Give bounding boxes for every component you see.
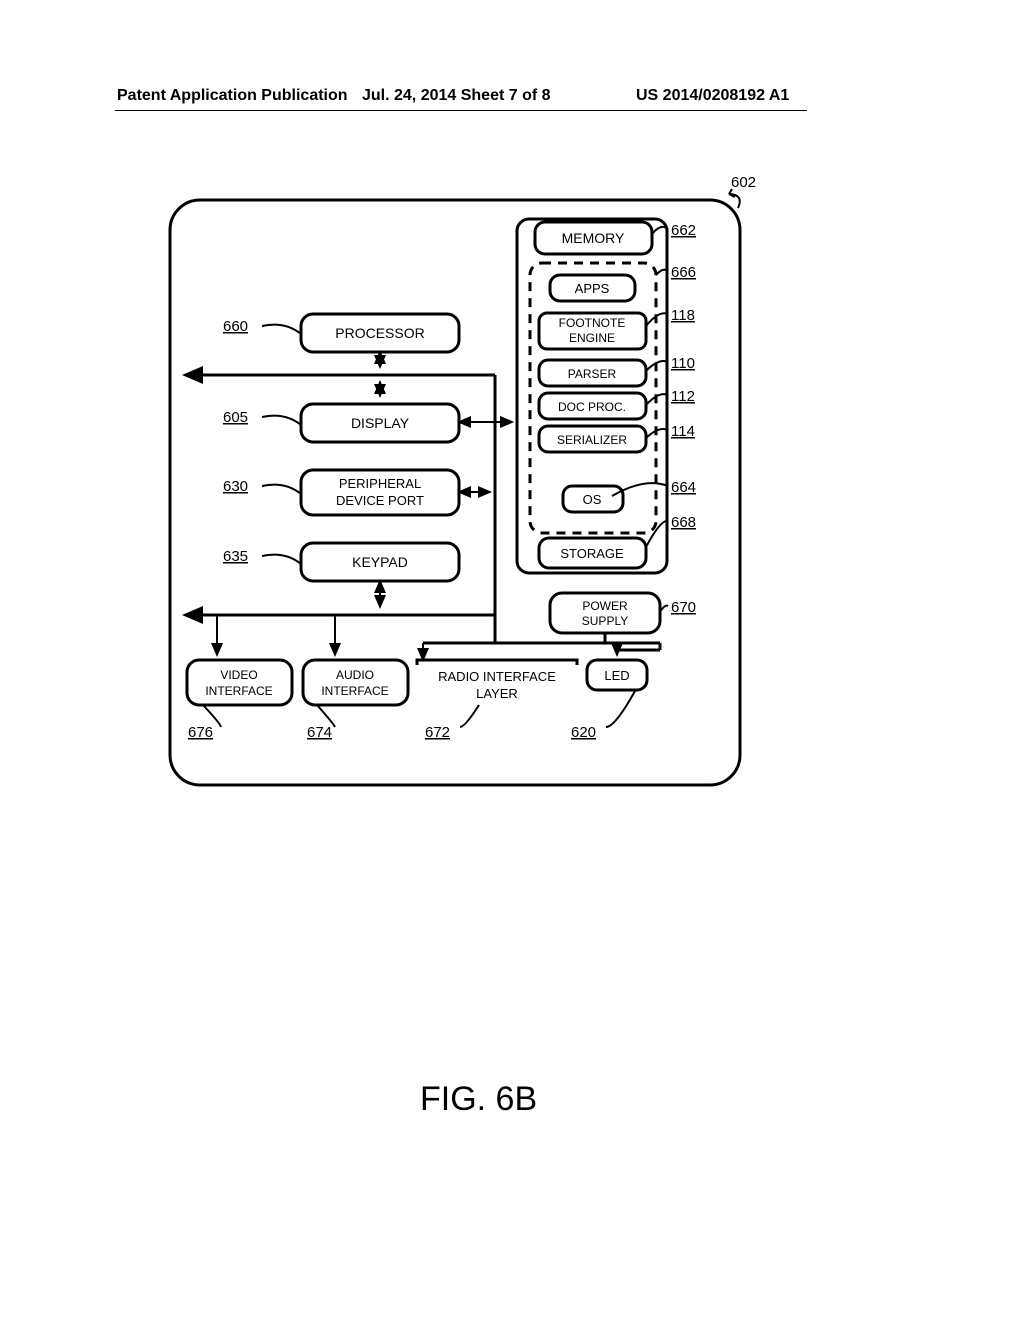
radio-label1: RADIO INTERFACE (438, 669, 556, 684)
footnote-label1: FOOTNOTE (559, 316, 626, 330)
audio-label2: INTERFACE (321, 684, 388, 698)
ref-674: 674 (307, 724, 332, 741)
ref-110: 110 (671, 355, 695, 372)
ref-668: 668 (671, 514, 696, 531)
ref-630: 630 (223, 478, 248, 495)
ref-635: 635 (223, 548, 248, 565)
docproc-label: DOC PROC. (558, 400, 626, 414)
audio-interface-box (303, 660, 408, 705)
block-diagram: 602 MEMORY APPS FOOTNOTE ENGINE PARSER D… (155, 175, 760, 800)
ref-676: 676 (188, 724, 213, 741)
video-label1: VIDEO (220, 668, 257, 682)
video-interface-box (187, 660, 292, 705)
peripheral-label2: DEVICE PORT (336, 493, 424, 508)
ref-672: 672 (425, 724, 450, 741)
radio-label2: LAYER (476, 686, 518, 701)
keypad-label: KEYPAD (352, 554, 408, 570)
header-patent-number: US 2014/0208192 A1 (636, 87, 789, 105)
processor-label: PROCESSOR (335, 325, 424, 341)
apps-label: APPS (575, 281, 610, 296)
header-rule (115, 110, 807, 111)
ref-660: 660 (223, 318, 248, 335)
header-publication: Patent Application Publication (117, 87, 348, 105)
serializer-label: SERIALIZER (557, 433, 627, 447)
ref-664: 664 (671, 479, 696, 496)
memory-label: MEMORY (562, 230, 625, 246)
storage-label: STORAGE (560, 546, 624, 561)
ref-666: 666 (671, 264, 696, 281)
ref-114: 114 (671, 423, 695, 440)
ref-112: 112 (671, 388, 695, 405)
ref-118: 118 (671, 307, 695, 324)
ref-602: 602 (731, 175, 756, 191)
audio-label1: AUDIO (336, 668, 374, 682)
peripheral-label1: PERIPHERAL (339, 476, 421, 491)
video-label2: INTERFACE (205, 684, 272, 698)
display-label: DISPLAY (351, 415, 410, 431)
ref-670: 670 (671, 599, 696, 616)
footnote-label2: ENGINE (569, 331, 615, 345)
ref-620: 620 (571, 724, 596, 741)
ref-662: 662 (671, 222, 696, 239)
power-label2: SUPPLY (582, 614, 628, 628)
os-label: OS (583, 492, 602, 507)
ref-605: 605 (223, 409, 248, 426)
header-date-sheet: Jul. 24, 2014 Sheet 7 of 8 (362, 87, 551, 105)
figure-label: FIG. 6B (420, 1080, 537, 1119)
power-label1: POWER (582, 599, 628, 613)
led-label: LED (604, 668, 629, 683)
parser-label: PARSER (568, 367, 617, 381)
